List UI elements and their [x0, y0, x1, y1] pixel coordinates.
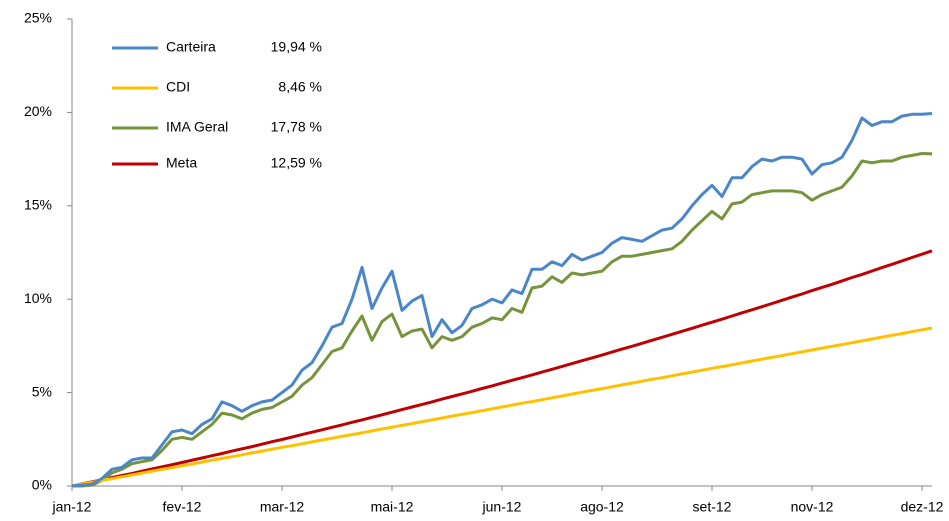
y-tick-label: 0% [32, 477, 52, 493]
legend-value: 12,59 % [271, 155, 322, 171]
y-tick-label: 5% [32, 383, 52, 399]
x-tick-label: ago-12 [580, 499, 624, 515]
x-tick-label: fev-12 [163, 499, 202, 515]
x-tick-label: jan-12 [52, 499, 92, 515]
y-tick-label: 10% [24, 290, 52, 306]
x-tick-label: nov-12 [791, 499, 834, 515]
y-tick-label: 25% [24, 10, 52, 26]
legend-value: 19,94 % [271, 39, 322, 55]
series-line [71, 326, 933, 488]
legend-value: 8,46 % [278, 79, 322, 95]
legend-label: Meta [166, 155, 197, 171]
x-tick-label: set-12 [693, 499, 732, 515]
series-line [71, 112, 933, 488]
x-tick-label: mar-12 [260, 499, 305, 515]
y-tick-label: 15% [24, 197, 52, 213]
x-tick-label: dez-12 [901, 499, 944, 515]
legend-value: 17,78 % [271, 119, 322, 135]
y-tick-label: 20% [24, 103, 52, 119]
x-tick-label: mai-12 [371, 499, 414, 515]
series-line [72, 152, 933, 488]
legend-label: IMA Geral [166, 119, 228, 135]
x-tick-label: jun-12 [482, 499, 522, 515]
legend-label: CDI [166, 79, 190, 95]
legend-label: Carteira [166, 39, 216, 55]
series-line [71, 249, 933, 488]
